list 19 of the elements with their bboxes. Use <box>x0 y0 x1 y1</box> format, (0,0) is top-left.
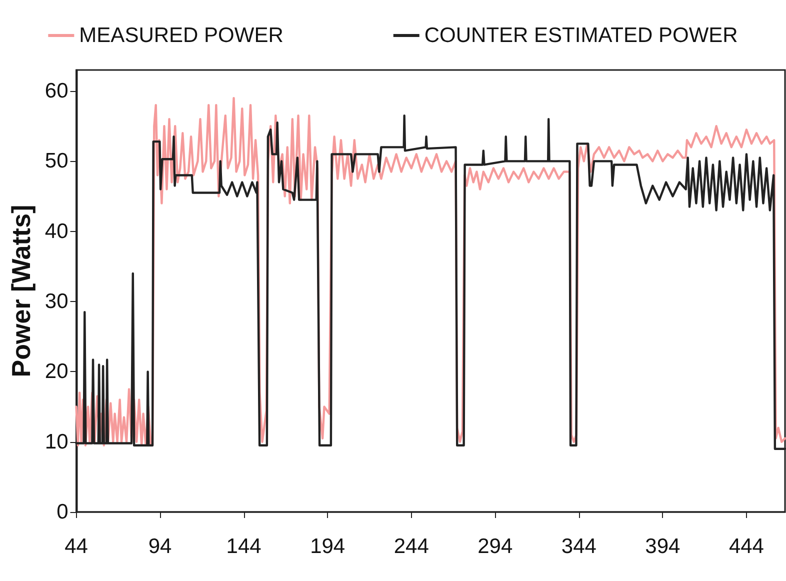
y-tick-label: 0 <box>56 500 68 524</box>
x-tick-label: 244 <box>394 535 430 558</box>
x-tick-label: 394 <box>645 535 681 558</box>
y-axis-title: Power [Watts] <box>6 204 36 378</box>
legend-label: COUNTER ESTIMATED POWER <box>424 24 738 47</box>
x-tick-label: 44 <box>64 535 88 558</box>
y-tick-label: 10 <box>44 430 68 454</box>
y-tick-label: 30 <box>44 290 68 314</box>
x-tick-label: 94 <box>148 535 172 558</box>
x-tick-label: 144 <box>226 535 262 558</box>
y-tick-label: 20 <box>44 360 68 384</box>
x-tick-label: 344 <box>561 535 597 558</box>
x-tick-label: 294 <box>478 535 513 558</box>
y-tick-label: 40 <box>44 220 68 243</box>
x-tick-label: 444 <box>728 535 764 558</box>
y-tick-label: 60 <box>44 80 68 103</box>
x-tick-label: 194 <box>310 535 346 558</box>
y-tick-label: 50 <box>44 150 68 173</box>
legend-label: MEASURED POWER <box>79 24 284 47</box>
